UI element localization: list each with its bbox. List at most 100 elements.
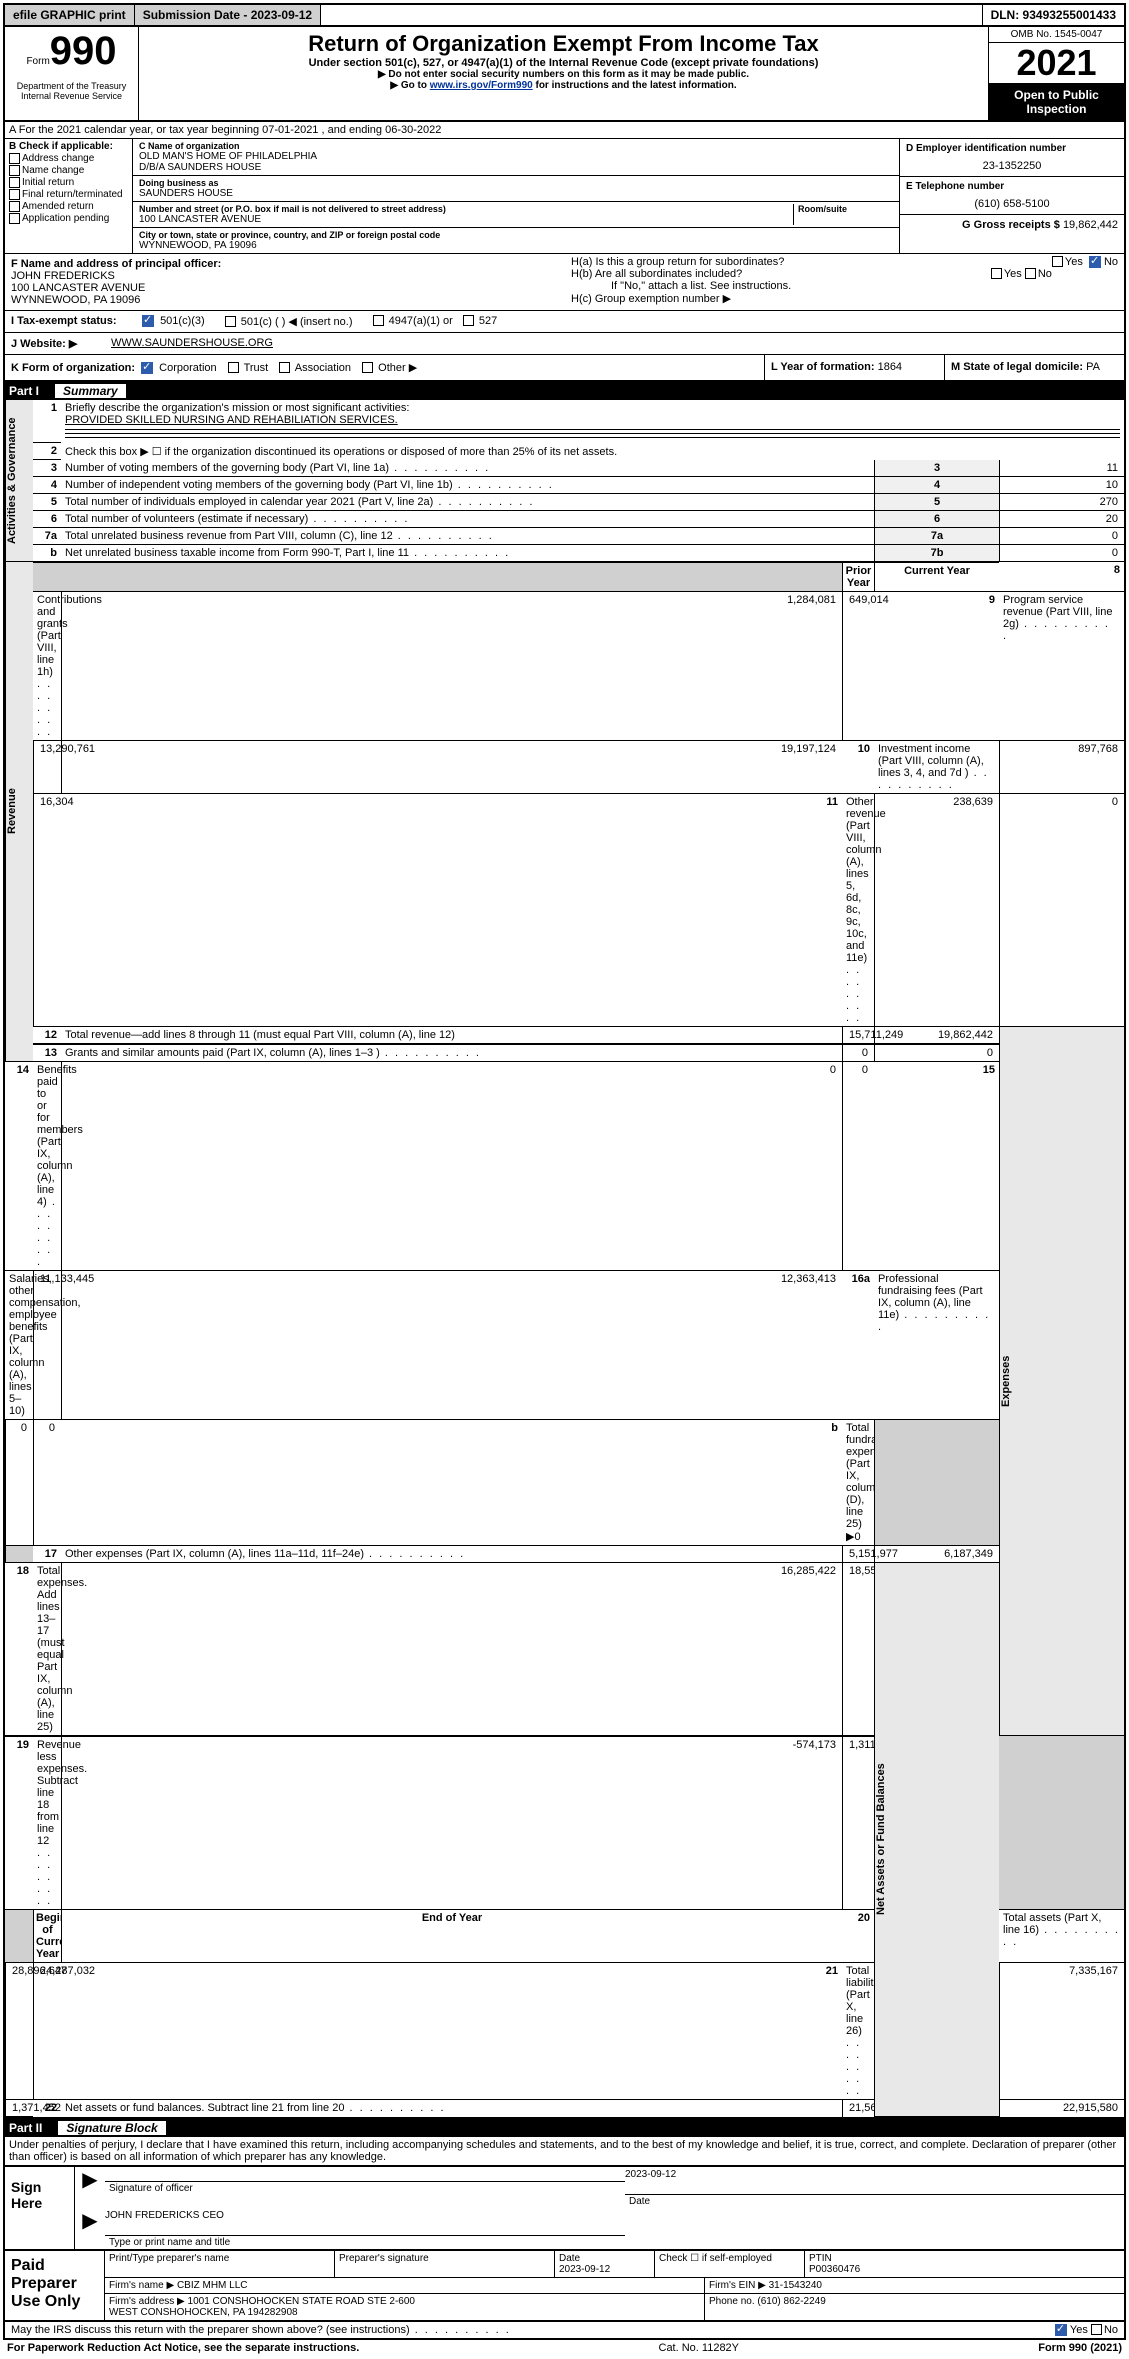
chk-name[interactable]: Name change [9,165,128,176]
discuss-row: May the IRS discuss this return with the… [3,2322,1126,2340]
l16ap: 0 [5,1420,33,1546]
c-city: City or town, state or province, country… [133,228,899,253]
l15c: 12,363,413 [61,1271,842,1420]
l7b: Net unrelated business taxable income fr… [61,545,874,562]
submission-date-button[interactable]: Submission Date - 2023-09-12 [135,5,321,25]
l19: Revenue less expenses. Subtract line 18 … [33,1736,61,1910]
part1-header: Part I Summary [3,382,1126,400]
l11: Other revenue (Part VIII, column (A), li… [842,794,874,1027]
form-header: Form990 Department of the Treasury Inter… [3,27,1126,122]
chk-amended[interactable]: Amended return [9,201,128,212]
name-lbl: Type or print name and title [105,2235,625,2249]
l4v: 10 [999,477,1124,494]
l15: Salaries, other compensation, employee b… [5,1271,33,1420]
l13: Grants and similar amounts paid (Part IX… [61,1044,842,1062]
k-corp[interactable]: Corporation [138,362,217,374]
part2-title: Signature Block [58,2121,165,2135]
sign-block: Sign Here ▶ Signature of officer 2023-09… [3,2167,1126,2251]
d-ein: D Employer identification number 23-1352… [900,139,1124,177]
l17c: 6,187,349 [874,1546,999,1563]
opt-527[interactable]: 527 [463,315,497,328]
l15p: 11,133,445 [33,1271,61,1420]
tab-revenue: Revenue [5,562,33,1062]
b-hdr: B Check if applicable: [9,141,128,152]
k-trust[interactable]: Trust [228,362,269,374]
part2-header: Part II Signature Block [3,2119,1126,2137]
l7av: 0 [999,528,1124,545]
k-assoc[interactable]: Association [279,362,351,374]
prep-self[interactable]: Check ☐ if self-employed [655,2251,805,2277]
l18: Total expenses. Add lines 13–17 (must eq… [33,1563,61,1736]
l10: Investment income (Part VIII, column (A)… [874,741,999,794]
l5: Total number of individuals employed in … [61,494,874,511]
instruction-2: ▶ Go to www.irs.gov/Form990 for instruct… [143,80,984,91]
form990-link[interactable]: www.irs.gov/Form990 [430,80,533,91]
l14p: 0 [61,1062,842,1271]
chk-address[interactable]: Address change [9,153,128,164]
chk-pending[interactable]: Application pending [9,213,128,224]
l20c: 24,287,032 [33,1963,61,2100]
l10p: 897,768 [999,741,1124,794]
l20p: 28,896,647 [5,1963,33,2100]
header-center: Return of Organization Exempt From Incom… [139,27,988,120]
l8: Contributions and grants (Part VIII, lin… [33,592,61,741]
l12p: 15,711,249 [842,1027,874,1044]
prep-name-hdr: Print/Type preparer's name [105,2251,335,2277]
l16a: Professional fundraising fees (Part IX, … [874,1271,999,1420]
dba-val: SAUNDERS HOUSE [139,188,893,199]
l16ac: 0 [33,1420,61,1546]
ein-lbl: D Employer identification number [906,143,1118,154]
c-name-lbl: C Name of organization [139,141,893,151]
officer-name: JOHN FREDERICKS [11,270,559,282]
form-990-box: Form990 Department of the Treasury Inter… [5,27,139,120]
sig-arrow-icon-2: ▶ [75,2208,105,2249]
website-link[interactable]: WWW.SAUNDERSHOUSE.ORG [111,337,273,350]
begin-hdr: Beginning of Current Year [33,1910,61,1963]
sign-right: ▶ Signature of officer 2023-09-12Date ▶ … [75,2167,1124,2249]
c-name: C Name of organization OLD MAN'S HOME OF… [133,139,899,176]
firm-name: Firm's name ▶ CBIZ MHM LLC [105,2278,705,2293]
l12: Total revenue—add lines 8 through 11 (mu… [61,1027,842,1044]
l9c: 19,197,124 [61,741,842,794]
discuss-ans[interactable]: Yes No [1052,2324,1118,2336]
room-lbl: Room/suite [798,204,893,214]
h-b-note: If "No," attach a list. See instructions… [571,280,1118,292]
l20: Total assets (Part X, line 16) [999,1910,1124,1963]
l18p: 16,285,422 [61,1563,842,1736]
officer-addr2: WYNNEWOOD, PA 19096 [11,294,559,306]
firm-addr: Firm's address ▶ 1001 CONSHOHOCKEN STATE… [105,2294,705,2320]
efile-button[interactable]: efile GRAPHIC print [5,5,135,25]
l10c: 16,304 [33,794,61,1027]
phone-val: (610) 658-5100 [906,198,1118,210]
l17: Other expenses (Part IX, column (A), lin… [61,1546,842,1563]
instruction-1: ▶ Do not enter social security numbers o… [143,69,984,80]
chk-initial[interactable]: Initial return [9,177,128,188]
f-officer: F Name and address of principal officer:… [5,254,565,310]
dba-lbl: Doing business as [139,178,893,188]
footer-left: For Paperwork Reduction Act Notice, see … [7,2342,359,2354]
opt-501c[interactable]: 501(c) ( ) ◀ (insert no.) [225,315,353,328]
l9: Program service revenue (Part VIII, line… [999,592,1124,741]
tab-governance: Activities & Governance [5,400,33,562]
prep-ptin: PTINP00360476 [805,2251,1124,2277]
addr-val: 100 LANCASTER AVENUE [139,214,793,225]
l17p: 5,151,977 [842,1546,874,1563]
officer-row: F Name and address of principal officer:… [5,253,1124,310]
chk-final[interactable]: Final return/terminated [9,189,128,200]
k-other[interactable]: Other ▶ [362,362,417,374]
opt-501c3[interactable]: 501(c)(3) [139,315,205,328]
h-section: H(a) Is this a group return for subordin… [565,254,1124,310]
city-val: WYNNEWOOD, PA 19096 [139,240,893,251]
m-state: M State of legal domicile: PA [944,355,1124,380]
l21: Total liabilities (Part X, line 26) [842,1963,874,2100]
k-form: K Form of organization: Corporation Trus… [5,355,764,380]
l6v: 20 [999,511,1124,528]
tax-year: 2021 [989,43,1124,84]
q1: Briefly describe the organization's miss… [65,402,409,414]
g-gross: G Gross receipts $ 19,862,442 [900,215,1124,235]
opt-4947[interactable]: 4947(a)(1) or [373,315,453,328]
i-status: I Tax-exempt status: 501(c)(3) 501(c) ( … [5,310,1124,332]
col-d: D Employer identification number 23-1352… [899,139,1124,253]
sig-label: Signature of officer [105,2181,625,2195]
phone-lbl: E Telephone number [906,181,1118,192]
